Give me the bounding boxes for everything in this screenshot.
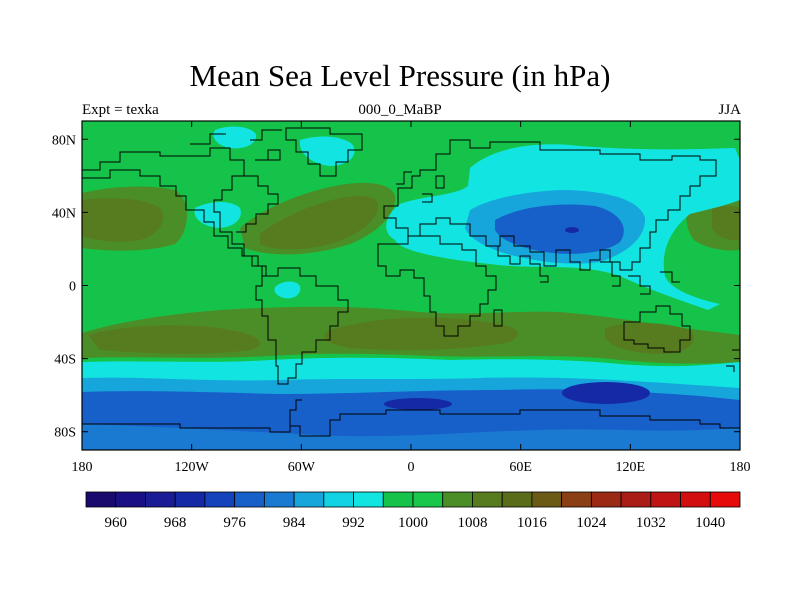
coast-australia (623, 305, 691, 353)
x-tick-label: 120E (616, 460, 646, 475)
colorbar-swatch (501, 491, 533, 508)
arctic-cyan-patch (299, 136, 355, 166)
x-tick-label: 180 (72, 460, 93, 475)
season-label: JJA (718, 102, 741, 118)
colorbar-label: 1016 (517, 515, 548, 531)
plot-title: Mean Sea Level Pressure (in hPa) (189, 58, 611, 93)
x-axis: 180 120W 60W 0 60E 120E 180 (72, 121, 751, 475)
y-axis: 80N 40N 0 40S 80S (52, 133, 740, 441)
coast-antarctic-peninsula (289, 399, 302, 426)
north-atlantic-high-core (260, 196, 378, 250)
coast-north-america (82, 147, 267, 277)
colorbar-swatch (204, 491, 236, 508)
coast-madagascar (493, 309, 503, 327)
coast-southeast-asia (600, 261, 680, 295)
colorbar-swatch (680, 491, 711, 508)
coast-south-america (255, 267, 349, 385)
colorbar-swatch (650, 491, 681, 508)
x-tick-label: 0 (408, 460, 415, 475)
colorbar-swatch (353, 491, 384, 508)
antarctic-lightblue (82, 424, 740, 450)
colorbar-label: 968 (164, 515, 187, 531)
colorbar-label: 992 (342, 515, 365, 531)
low-south-indian (562, 382, 650, 404)
colorbar-swatch (115, 491, 146, 508)
x-tick-label: 180 (730, 460, 751, 475)
y-tick-label: 80N (52, 133, 76, 148)
colorbar-swatch (412, 491, 444, 508)
coast-canada-east (236, 175, 279, 233)
north-pacific-high-east-core (712, 205, 740, 241)
coast-europe-detail (396, 171, 445, 203)
sh-high-east-pacific (88, 325, 261, 354)
colorbar-label: 1032 (636, 515, 666, 531)
y-tick-label: 80S (54, 426, 76, 441)
colorbar-swatch (709, 491, 741, 508)
colorbar-swatch (174, 491, 206, 508)
y-tick-label: 40S (54, 353, 76, 368)
colorbar-swatch (382, 491, 414, 508)
colorbar-swatch (263, 491, 295, 508)
asia-blue-low (495, 204, 624, 254)
colorbar-label: 976 (223, 515, 246, 531)
colorbar-swatch (472, 491, 503, 508)
greenland-cyan-patch (213, 126, 257, 149)
coast-eurasia (383, 139, 717, 271)
colorbar: 960 968 976 984 992 1000 1008 1016 1024 1032 1040 (85, 491, 741, 531)
x-tick-label: 60W (288, 460, 316, 475)
coast-arctic-islands (190, 129, 282, 161)
colorbar-swatch (442, 491, 473, 508)
coast-antarctica (82, 409, 740, 437)
colorbar-label: 1040 (695, 515, 725, 531)
colorbar-label: 1008 (457, 515, 487, 531)
coast-arabia-india (486, 245, 549, 283)
amazon-cyan-patch (274, 281, 301, 299)
x-tick-label: 120W (175, 460, 210, 475)
colorbar-swatch (293, 491, 325, 508)
colorbar-label: 1024 (576, 515, 607, 531)
pressure-field (82, 121, 740, 450)
coast-greenland (285, 127, 363, 177)
coast-new-zealand (726, 349, 740, 372)
colorbar-swatch (234, 491, 265, 508)
period-label: 000_0_MaBP (358, 102, 442, 118)
coast-africa (377, 235, 497, 337)
colorbar-swatch (620, 491, 652, 508)
experiment-label: Expt = texka (82, 102, 159, 118)
colorbar-swatch (85, 491, 117, 508)
coastlines (82, 127, 740, 437)
colorbar-swatch (561, 491, 592, 508)
colorbar-label: 1000 (398, 515, 428, 531)
low-south-atlantic (384, 398, 452, 410)
colorbar-swatch (323, 491, 354, 508)
north-pacific-high-west-core (82, 198, 164, 242)
x-tick-label: 60E (509, 460, 532, 475)
sh-high-australia (605, 322, 694, 354)
asia-low-core (565, 227, 579, 233)
colorbar-label: 960 (104, 515, 127, 531)
y-tick-label: 40N (52, 206, 76, 221)
colorbar-label: 984 (283, 515, 306, 531)
colorbar-swatch (145, 491, 176, 508)
colorbar-swatch (590, 491, 622, 508)
y-tick-label: 0 (69, 280, 76, 295)
colorbar-swatch (531, 491, 563, 508)
